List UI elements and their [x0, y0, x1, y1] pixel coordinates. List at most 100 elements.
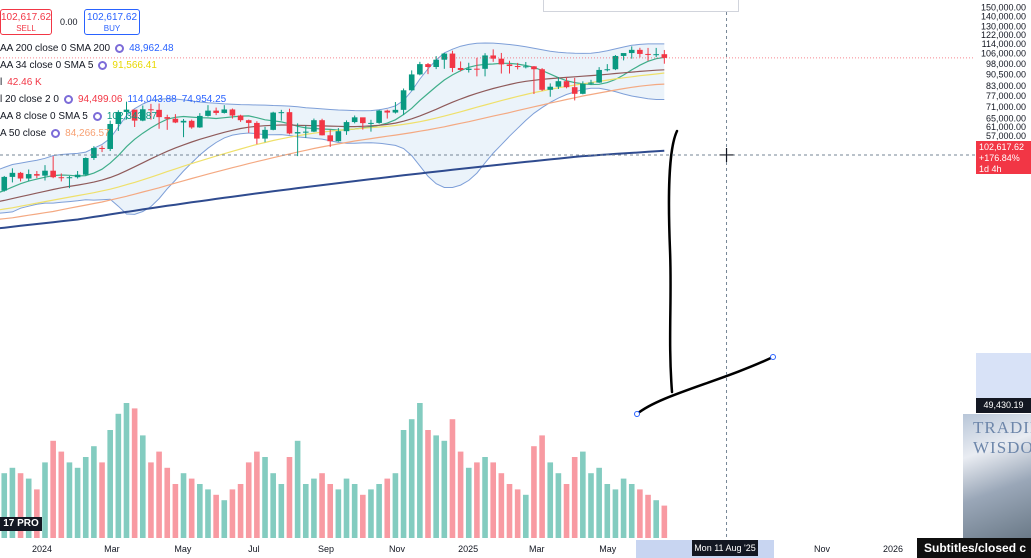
volume-bar	[465, 467, 472, 538]
candle-body	[82, 158, 89, 175]
volume-bar	[425, 430, 431, 538]
volume-bar	[131, 408, 138, 538]
sell-button[interactable]: 102,617.62 SELL	[0, 9, 52, 35]
visibility-icon[interactable]	[98, 61, 108, 70]
candle-body	[514, 66, 521, 68]
volume-bar	[555, 473, 562, 538]
tradingview-logo[interactable]: 17 PRO	[0, 517, 42, 531]
indicator-legend: AA 200 close 0 SMA 200 48,962.48 AA 34 c…	[0, 40, 226, 142]
volume-bar	[449, 419, 456, 538]
candle-body	[131, 109, 138, 121]
candle-body	[441, 53, 448, 60]
candle-body	[1, 176, 8, 191]
spread-value: 0.00	[60, 17, 78, 27]
legend-row-bollinger[interactable]: l 20 close 2 0 94,499.06 114,043.88 74,9…	[0, 91, 226, 108]
volume-bar	[653, 500, 659, 538]
volume-bar	[506, 484, 513, 538]
price-tick-label: 71,000.00	[986, 102, 1026, 112]
candle-body	[596, 69, 602, 83]
crosshair-cursor-icon	[719, 147, 734, 162]
volume-bar	[164, 467, 171, 538]
legend-row-sma50[interactable]: A 50 close 84,266.57	[0, 125, 226, 142]
candle-body	[58, 177, 65, 179]
candle-body	[278, 112, 285, 114]
volume-bar	[417, 403, 423, 538]
volume-bar	[400, 430, 407, 538]
volume-bar	[229, 489, 236, 538]
legend-row-sma8[interactable]: AA 8 close 0 SMA 5 102,343.87	[0, 108, 226, 125]
legend-value: 74,954.25	[181, 94, 227, 105]
volume-bar	[139, 435, 146, 538]
sell-label: SELL	[16, 24, 36, 33]
trend-line	[635, 355, 775, 416]
price-tick-label: 150,000.00	[981, 2, 1026, 12]
visibility-icon[interactable]	[115, 44, 125, 53]
legend-name: AA 34 close 0 SMA 5	[0, 60, 94, 71]
candle-body	[99, 147, 105, 149]
subtitles-button[interactable]: Subtitles/closed c	[917, 538, 1031, 558]
hand-drawn-bracket	[667, 129, 679, 394]
legend-name: A 50 close	[0, 128, 47, 139]
visibility-icon[interactable]	[51, 129, 61, 138]
volume-bar	[661, 505, 668, 538]
crosshair	[0, 0, 975, 539]
legend-row-sma200[interactable]: AA 200 close 0 SMA 200 48,962.48	[0, 40, 226, 57]
visibility-icon[interactable]	[63, 95, 73, 104]
volume-bar	[17, 473, 24, 538]
volume-bar	[522, 494, 529, 538]
volume-bar	[294, 440, 301, 538]
volume-bar	[180, 473, 187, 538]
candle-body	[148, 109, 154, 111]
candle-body	[661, 54, 668, 58]
visibility-icon[interactable]	[92, 112, 102, 121]
book-cover-thumbnail: TRADIN WISDO	[963, 414, 1031, 538]
sell-price: 102,617.62	[1, 12, 52, 23]
volume-bar	[637, 489, 643, 538]
candle-body	[531, 66, 537, 70]
candle-body	[311, 120, 317, 132]
buy-button[interactable]: 102,617.62 BUY	[84, 9, 140, 35]
volume-bar	[384, 478, 391, 538]
volume-bar	[1, 473, 8, 538]
candle-body	[107, 123, 113, 149]
candle-body	[645, 53, 651, 55]
legend-row-volume[interactable]: l 42.46 K	[0, 74, 226, 91]
candle-body	[506, 64, 513, 67]
volume-bar	[197, 484, 203, 538]
price-axis[interactable]: 150,000.00140,000.00130,000.00122,000.00…	[981, 2, 1026, 150]
time-tick-label: 2024	[32, 544, 52, 554]
volume-bar	[156, 451, 162, 538]
candle-body	[408, 74, 415, 91]
volume-bar	[498, 473, 505, 538]
floating-toolbar[interactable]	[543, 0, 739, 12]
volume-bar	[474, 462, 480, 538]
volume-bar	[335, 489, 342, 538]
time-axis-background	[0, 539, 1031, 558]
candle-layer	[1, 46, 668, 192]
candle-body	[571, 87, 578, 94]
annotation-layer[interactable]	[634, 129, 776, 417]
time-axis[interactable]: 2024MarMayJulSepNov2025MarMayJulSepNov20…	[0, 539, 1031, 558]
volume-bar	[563, 484, 570, 538]
price-tick-label: 106,000.00	[981, 49, 1026, 59]
candle-body	[522, 66, 529, 68]
candle-body	[42, 170, 48, 176]
legend-row-sma34[interactable]: AA 34 close 0 SMA 5 91,566.41	[0, 57, 226, 74]
legend-name: l	[0, 77, 3, 88]
volume-bar	[490, 462, 497, 538]
price-tick-label: 130,000.00	[981, 21, 1026, 31]
candle-body	[205, 110, 211, 116]
volume-bar	[441, 440, 448, 538]
candle-body	[351, 117, 358, 123]
volume-bar	[433, 435, 439, 538]
candle-body	[139, 109, 146, 121]
moving-average-line	[0, 149, 665, 230]
candle-body	[319, 120, 325, 136]
volume-bar	[628, 484, 635, 538]
volume-bar	[547, 462, 554, 538]
volume-bar	[392, 473, 399, 538]
bar-countdown: 1d 4h	[979, 164, 1002, 174]
candle-body	[123, 109, 130, 112]
time-tick-label: Nov	[389, 544, 406, 554]
